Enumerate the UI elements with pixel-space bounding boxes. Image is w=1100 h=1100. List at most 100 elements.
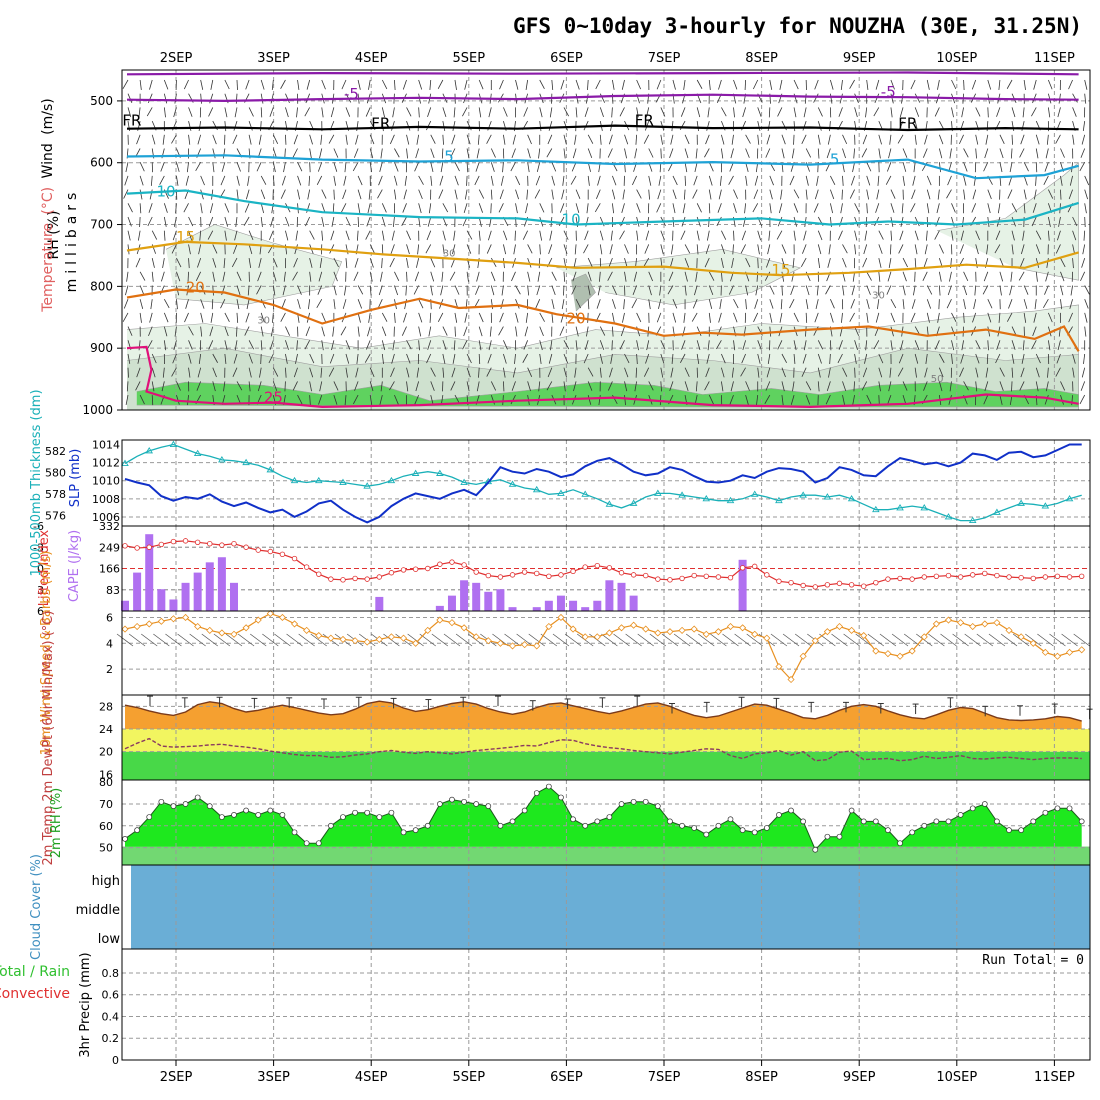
wind-barb — [195, 271, 202, 281]
cape-tick-label: 332 — [99, 520, 120, 533]
wind-barb — [172, 353, 177, 364]
wind-barb — [683, 312, 686, 323]
top-date-label: 11SEP — [1034, 51, 1075, 66]
rh-point — [485, 803, 492, 810]
wind-barb — [244, 203, 250, 213]
wind-barb — [813, 93, 819, 103]
wind-barb — [200, 93, 202, 104]
wind-barb — [127, 367, 129, 378]
wind-barb — [573, 381, 577, 392]
wind-speed-point — [412, 639, 420, 647]
wind-barb — [523, 107, 528, 117]
wind-barb — [886, 285, 892, 295]
li-point — [340, 577, 346, 583]
wind-barb — [212, 244, 218, 254]
thickness-point — [678, 491, 686, 498]
wind-barb — [802, 353, 807, 364]
wind-speed-point — [351, 637, 359, 645]
wind-barb — [309, 134, 313, 145]
wind-barb — [406, 244, 410, 255]
surface-wind-barb — [262, 633, 279, 647]
wind-barb — [829, 340, 832, 351]
wind-barb — [900, 340, 904, 351]
bottom-date-label: 6SEP — [550, 1070, 583, 1085]
precip-legend-total: Total / Rain — [0, 964, 70, 980]
li-point — [509, 572, 516, 578]
wind-barb — [212, 367, 217, 378]
wind-speed-point — [399, 634, 408, 642]
slp-tick-label: 1006 — [92, 511, 120, 524]
slp-line — [124, 443, 1082, 524]
li-point — [316, 571, 322, 577]
wind-barb — [297, 79, 300, 90]
wind-barb — [563, 271, 566, 282]
wind-barb — [527, 134, 532, 145]
thickness-point — [193, 449, 202, 457]
wind-barb — [852, 162, 855, 173]
wind-barb — [890, 340, 893, 351]
surface-wind-barb — [1000, 633, 1018, 647]
wind-barb — [163, 340, 167, 351]
wind-barb — [236, 79, 238, 91]
wind-barb — [498, 203, 504, 213]
wind-barb — [889, 134, 892, 145]
wind-barb — [1047, 107, 1051, 118]
wind-barb — [936, 203, 940, 214]
temp-tick-label: 28 — [99, 700, 113, 713]
wind-barb — [684, 367, 690, 377]
wind-barb — [938, 162, 941, 173]
wind-barb — [914, 340, 920, 350]
wind-barb — [560, 203, 565, 213]
li-point — [921, 574, 927, 580]
wind-barb — [924, 244, 928, 255]
surface-wind-barb — [310, 633, 327, 647]
li-point — [376, 574, 383, 580]
wind-barb — [490, 285, 495, 296]
run-total: Run Total = 0 — [982, 953, 1084, 968]
wind-barb — [209, 203, 214, 214]
wind-barb — [838, 230, 843, 240]
wind-barb — [547, 367, 553, 378]
wind-barb — [487, 230, 492, 241]
surface-wind-barb — [734, 633, 751, 647]
wind-barb — [946, 189, 952, 199]
wind-barb — [454, 312, 458, 323]
wind-barb — [995, 353, 1001, 364]
wind-barb — [150, 299, 153, 310]
wind-barb — [708, 394, 714, 405]
wind-barb — [418, 312, 423, 323]
li-point — [618, 570, 625, 576]
rh-point — [776, 812, 782, 818]
wind-barb — [705, 367, 710, 378]
wind-barb — [427, 216, 432, 227]
li-tick-label: -3 — [33, 541, 44, 554]
wind-barb — [902, 175, 905, 186]
wind-barb — [863, 244, 868, 255]
upper-legend: Temperature (°C) Wind (m/s) — [40, 98, 56, 313]
li-point — [836, 580, 843, 587]
wind-barb — [197, 134, 202, 145]
wind-speed-point — [569, 625, 577, 633]
wind-barb — [769, 285, 775, 295]
wind-barb — [902, 162, 907, 172]
wind-barb — [210, 312, 214, 323]
wind-barb — [127, 326, 133, 336]
wind-barb — [207, 230, 214, 240]
wind-barb — [365, 340, 371, 350]
wind-barb — [571, 162, 577, 172]
thickness-point — [290, 476, 299, 484]
cape-tick-label: 83 — [106, 584, 120, 597]
wind-barb — [499, 79, 504, 90]
wind-barb — [512, 367, 516, 378]
rh-point — [981, 801, 988, 807]
wind-barb — [961, 107, 964, 118]
wind-speed-point — [169, 615, 178, 623]
wind-barb — [584, 230, 589, 241]
wind-barb — [769, 312, 773, 323]
wind-barb — [902, 381, 908, 391]
wind-barb — [754, 299, 759, 309]
wind-barb — [188, 367, 191, 378]
rh-point — [691, 825, 698, 831]
wind-barb — [309, 162, 311, 173]
wind-barb — [1072, 216, 1078, 227]
